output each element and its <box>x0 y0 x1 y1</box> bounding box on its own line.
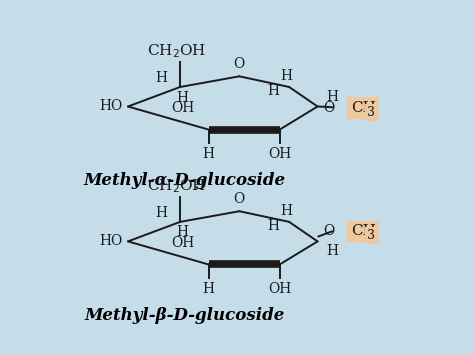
Text: CH: CH <box>351 101 375 115</box>
Text: O: O <box>234 192 245 206</box>
Text: 3: 3 <box>367 106 375 119</box>
Text: O: O <box>234 58 245 71</box>
Text: HO: HO <box>99 99 122 113</box>
Text: H: H <box>176 225 189 239</box>
Text: 3: 3 <box>367 229 375 242</box>
Text: H: H <box>268 219 280 233</box>
Text: H: H <box>202 282 215 295</box>
Text: H: H <box>326 244 338 258</box>
Text: H: H <box>326 89 338 104</box>
Text: Methyl-β-D-glucoside: Methyl-β-D-glucoside <box>85 307 285 324</box>
Text: H: H <box>268 84 280 98</box>
Text: OH: OH <box>268 282 292 295</box>
Text: CH: CH <box>351 224 375 239</box>
Text: OH: OH <box>171 101 194 115</box>
Text: H: H <box>202 147 215 160</box>
Text: OH: OH <box>171 236 194 250</box>
Text: H: H <box>155 206 167 220</box>
Text: H: H <box>281 204 293 218</box>
Text: H: H <box>155 71 167 85</box>
Text: O: O <box>323 101 335 115</box>
Text: HO: HO <box>99 234 122 248</box>
Text: CH$_2$OH: CH$_2$OH <box>146 178 206 195</box>
Text: H: H <box>176 91 189 104</box>
Text: OH: OH <box>268 147 292 160</box>
Text: CH$_2$OH: CH$_2$OH <box>146 43 206 60</box>
Text: O: O <box>323 224 335 239</box>
Text: H: H <box>281 70 293 83</box>
Text: Methyl-α-D-glucoside: Methyl-α-D-glucoside <box>84 172 286 189</box>
